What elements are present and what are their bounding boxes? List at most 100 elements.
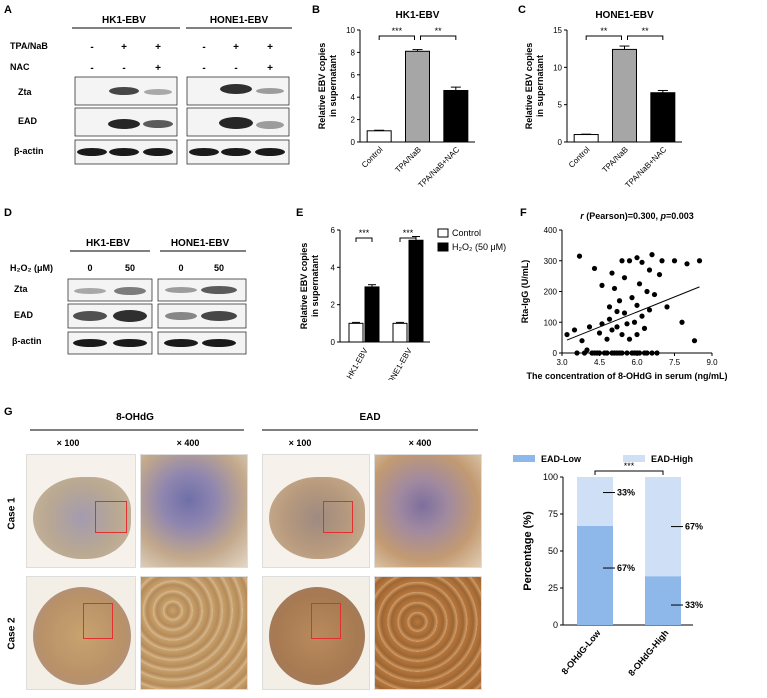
f-point <box>599 282 605 288</box>
f-point <box>584 347 590 353</box>
row-label-tpa: TPA/NaB <box>10 41 48 51</box>
f-point <box>656 271 663 278</box>
g-bar-segment <box>645 576 681 625</box>
f-point <box>596 350 603 356</box>
row-label-nac: NAC <box>10 62 30 72</box>
b-y-tick-label: 6 <box>351 71 356 80</box>
f-point <box>634 302 640 308</box>
f-point <box>639 313 645 319</box>
panel-g-headers: 8-OHdG EAD × 100 × 400 × 100 × 400 <box>30 412 478 448</box>
f-point <box>591 350 598 356</box>
f-xlabel: The concentration of 8-OHdG in serum (ng… <box>526 371 727 381</box>
nac-mark: - <box>90 63 93 74</box>
f-point <box>619 331 625 338</box>
f-point <box>606 316 613 322</box>
f-point <box>624 321 630 327</box>
c-y-tick-label: 5 <box>558 101 563 110</box>
d-dose-3: 0 <box>178 263 183 273</box>
nac-mark: - <box>122 63 125 74</box>
e-sig-label: *** <box>359 228 370 238</box>
d-dose-1: 0 <box>87 263 92 273</box>
f-point <box>651 291 658 298</box>
g-legend-swatch <box>623 455 645 462</box>
f-point <box>679 319 685 325</box>
b-x-tick-label: Control <box>360 145 385 170</box>
f-x-tick-label: 3.0 <box>556 358 568 367</box>
b-y-tick-label: 0 <box>351 138 356 147</box>
f-title-end: =0.003 <box>666 211 694 221</box>
tpa-mark: + <box>233 42 239 53</box>
f-point <box>626 336 633 342</box>
histology-case2-8ohdg-x400 <box>140 576 248 690</box>
nac-mark: - <box>202 63 205 74</box>
histology-case1-8ohdg-x400 <box>140 454 248 568</box>
c-y-tick-label: 10 <box>553 63 562 72</box>
tpa-mark: - <box>202 42 205 53</box>
panel-label-g: G <box>4 406 13 418</box>
nac-mark: + <box>155 63 161 74</box>
e-y-tick-label: 4 <box>331 263 336 272</box>
panel-g-stacked-bar-chart: EAD-Low EAD-High Percentage (%) 0 25 50 75 100 8… <box>513 455 703 678</box>
e-legend-swatch <box>437 228 449 238</box>
f-point <box>621 275 628 281</box>
f-point <box>564 331 570 338</box>
c-bar <box>650 92 676 143</box>
e-sig-label: *** <box>403 228 414 238</box>
e-ylabel-line: in supernatant <box>310 255 320 317</box>
b-ylabel: Relative EBV copiesin supernatant <box>317 43 338 130</box>
f-point <box>591 265 598 272</box>
histology-case2-8ohdg-x100 <box>26 576 136 690</box>
b-sig-bracket <box>420 35 457 40</box>
e-sig-bracket <box>355 237 373 242</box>
panel-label-a: A <box>4 4 12 16</box>
group-label-hone1: HONE1-EBV <box>210 15 269 26</box>
g-mag-4: × 400 <box>409 438 432 448</box>
g-header-ead: EAD <box>359 412 380 423</box>
panel-label-d: D <box>4 207 12 219</box>
g-mag-3: × 100 <box>289 438 312 448</box>
panel-label-b: B <box>312 4 320 16</box>
f-point <box>609 327 615 333</box>
g-mag-1: × 100 <box>57 438 80 448</box>
b-sig-bracket <box>378 35 415 40</box>
b-ylabel-line: in supernatant <box>328 55 338 117</box>
b-y-tick-label: 2 <box>351 116 356 125</box>
g-annotation-label: 33% <box>617 488 635 498</box>
g-y-tick-label: 25 <box>548 583 558 593</box>
g-annotation-label: 67% <box>685 522 703 532</box>
g-legend-label: EAD-High <box>651 455 693 464</box>
c-x-tick-label: TPA/NaB <box>600 145 630 175</box>
f-point <box>644 288 650 295</box>
case-label-2: Case 2 <box>6 617 18 650</box>
f-point <box>609 270 615 276</box>
panel-b-bar-chart: HK1-EBV Relative EBV copiesin supernatant… <box>317 10 475 190</box>
c-ylabel: Relative EBV copiesin supernatant <box>524 43 545 130</box>
b-bar <box>443 89 469 143</box>
d-group-hk1: HK1-EBV <box>86 238 130 249</box>
g-sig-label: *** <box>624 461 635 471</box>
d-row-label-h2o2: H₂O₂ (μM) <box>10 263 53 273</box>
b-y-tick-label: 10 <box>346 26 355 35</box>
panel-c-bar-chart: HONE1-EBV Relative EBV copiesin supernata… <box>524 10 682 190</box>
b-bar <box>366 130 392 143</box>
b-y-tick-label: 8 <box>351 48 356 57</box>
f-point <box>571 327 578 333</box>
histology-case2-ead-x400 <box>374 576 482 690</box>
f-point <box>641 325 648 331</box>
c-sig-bracket <box>585 35 622 40</box>
f-point <box>649 252 655 258</box>
panel-f-scatter-plot: r (Pearson)=0.300, p=0.003 Rta-IgG (U/mL)… <box>520 211 728 381</box>
histology-case1-8ohdg-x100 <box>26 454 136 568</box>
panel-label-e: E <box>296 207 304 219</box>
g-header-8ohdg: 8-OHdG <box>116 412 154 423</box>
e-sig-bracket <box>399 237 417 242</box>
f-point <box>624 350 630 356</box>
e-legend-swatch <box>437 242 449 252</box>
b-y-tick-label: 4 <box>351 93 356 102</box>
tpa-mark: + <box>155 42 161 53</box>
g-annotation-label: 33% <box>685 600 703 610</box>
b-bar <box>405 50 430 143</box>
b-x-tick-label: TPA/NaB+NAC <box>416 145 461 190</box>
f-point <box>634 255 640 261</box>
panel-e-bar-chart: Relative EBV copiesin supernatant 0 2 4 6 ***… <box>299 226 506 380</box>
